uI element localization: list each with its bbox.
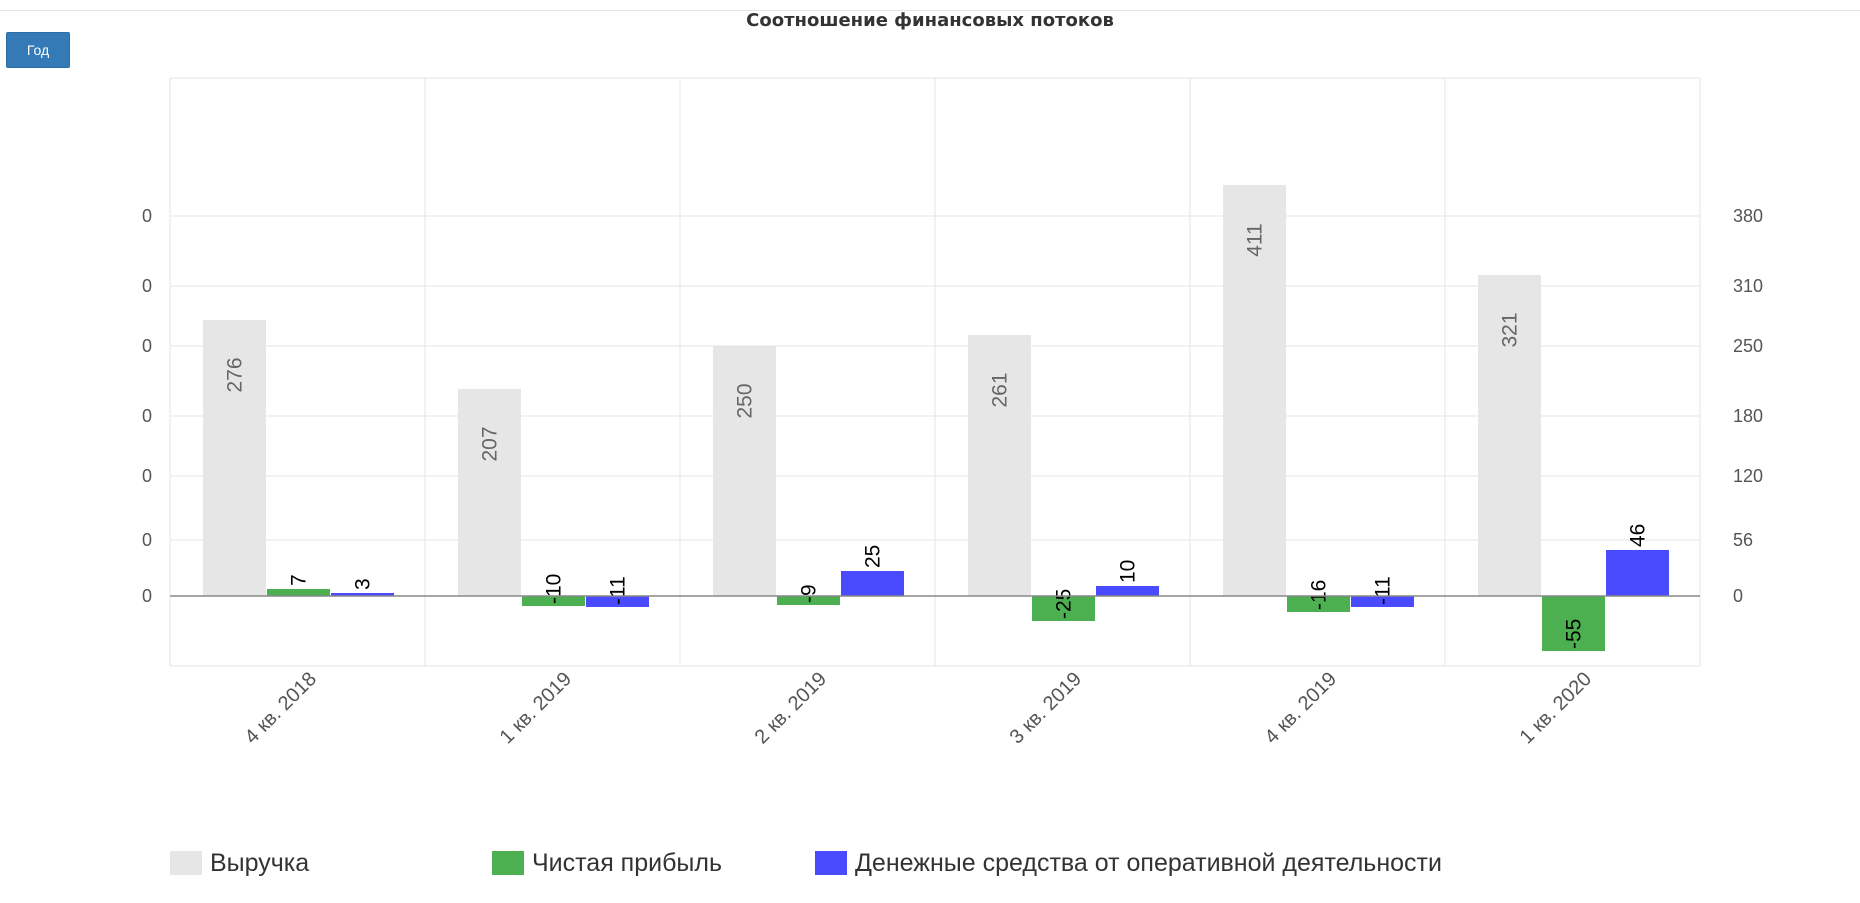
legend-item-revenue[interactable]: Выручка — [170, 848, 309, 878]
top-divider — [0, 10, 1860, 11]
bar-operating-cash — [841, 571, 904, 596]
bar-operating-cash — [331, 593, 394, 596]
chart-title: Соотношение финансовых потоков — [746, 10, 1114, 31]
data-label-net-profit: 7 — [288, 574, 311, 586]
data-label-revenue: 321 — [1499, 312, 1522, 347]
data-label-operating-cash: 25 — [862, 545, 885, 568]
legend-label-revenue: Выручка — [210, 848, 310, 877]
legend-swatch-net-profit — [492, 851, 524, 875]
bar-operating-cash — [1351, 596, 1414, 607]
bar-net-profit — [267, 589, 330, 596]
data-label-net-profit: -10 — [543, 574, 566, 604]
left-axis-tick-label: 0 — [142, 466, 152, 486]
period-year-button[interactable]: Год — [6, 32, 70, 68]
left-axis-tick-label: 0 — [142, 586, 152, 606]
x-axis-category-label: 1 кв. 2020 — [1516, 668, 1596, 748]
bar-revenue — [203, 320, 266, 596]
bar-revenue — [458, 389, 521, 596]
legend-item-net-profit[interactable]: Чистая прибыль — [492, 848, 722, 878]
bar-operating-cash — [586, 596, 649, 607]
data-label-operating-cash: -11 — [607, 576, 630, 605]
left-axis-tick-label: 0 — [142, 530, 152, 550]
data-label-operating-cash: 10 — [1117, 560, 1140, 583]
data-label-net-profit: -9 — [798, 584, 821, 603]
data-label-net-profit: -25 — [1053, 589, 1076, 619]
right-axis-tick-label: 180 — [1733, 406, 1763, 426]
right-axis-tick-label: 0 — [1733, 586, 1743, 606]
bar-net-profit — [522, 596, 585, 606]
bar-revenue — [968, 335, 1031, 596]
data-label-revenue: 261 — [989, 372, 1012, 407]
right-axis-tick-label: 56 — [1733, 530, 1753, 550]
right-axis-tick-label: 250 — [1733, 336, 1763, 356]
legend: Выручка Чистая прибыль Денежные средства… — [170, 848, 1770, 878]
x-axis-category-label: 4 кв. 2018 — [241, 668, 321, 748]
bar-net-profit — [1032, 596, 1095, 621]
data-label-operating-cash: -11 — [1372, 576, 1395, 605]
left-axis-tick-label: 0 — [142, 206, 152, 226]
data-label-net-profit: -55 — [1563, 619, 1586, 649]
bar-revenue — [1223, 185, 1286, 596]
x-axis-category-label: 3 кв. 2019 — [1006, 668, 1086, 748]
data-label-revenue: 207 — [479, 426, 502, 461]
left-axis-tick-label: 0 — [142, 406, 152, 426]
legend-swatch-operating-cash — [815, 851, 847, 875]
left-axis-tick-label: 0 — [142, 276, 152, 296]
legend-label-net-profit: Чистая прибыль — [532, 848, 722, 877]
data-label-operating-cash: 3 — [352, 578, 375, 590]
bar-revenue — [1478, 275, 1541, 596]
data-label-revenue: 276 — [224, 357, 247, 392]
data-label-operating-cash: 46 — [1627, 524, 1650, 547]
legend-item-operating-cash[interactable]: Денежные средства от оперативной деятель… — [815, 848, 1442, 878]
x-axis-category-label: 1 кв. 2019 — [496, 668, 576, 748]
data-label-net-profit: -16 — [1308, 580, 1331, 610]
legend-swatch-revenue — [170, 851, 202, 875]
right-axis-tick-label: 120 — [1733, 466, 1763, 486]
data-label-revenue: 411 — [1244, 223, 1267, 256]
legend-label-operating-cash: Денежные средства от оперативной деятель… — [855, 848, 1442, 877]
bar-net-profit — [1287, 596, 1350, 612]
bar-operating-cash — [1606, 550, 1669, 596]
bar-revenue — [713, 346, 776, 596]
bar-net-profit — [777, 596, 840, 605]
right-axis-tick-label: 310 — [1733, 276, 1763, 296]
right-axis-tick-label: 380 — [1733, 206, 1763, 226]
bar-operating-cash — [1096, 586, 1159, 596]
data-label-revenue: 250 — [734, 383, 757, 418]
x-axis-category-label: 2 кв. 2019 — [751, 668, 831, 748]
x-axis-category-label: 4 кв. 2019 — [1261, 668, 1341, 748]
bar-net-profit — [1542, 596, 1605, 651]
left-axis-tick-label: 0 — [142, 336, 152, 356]
